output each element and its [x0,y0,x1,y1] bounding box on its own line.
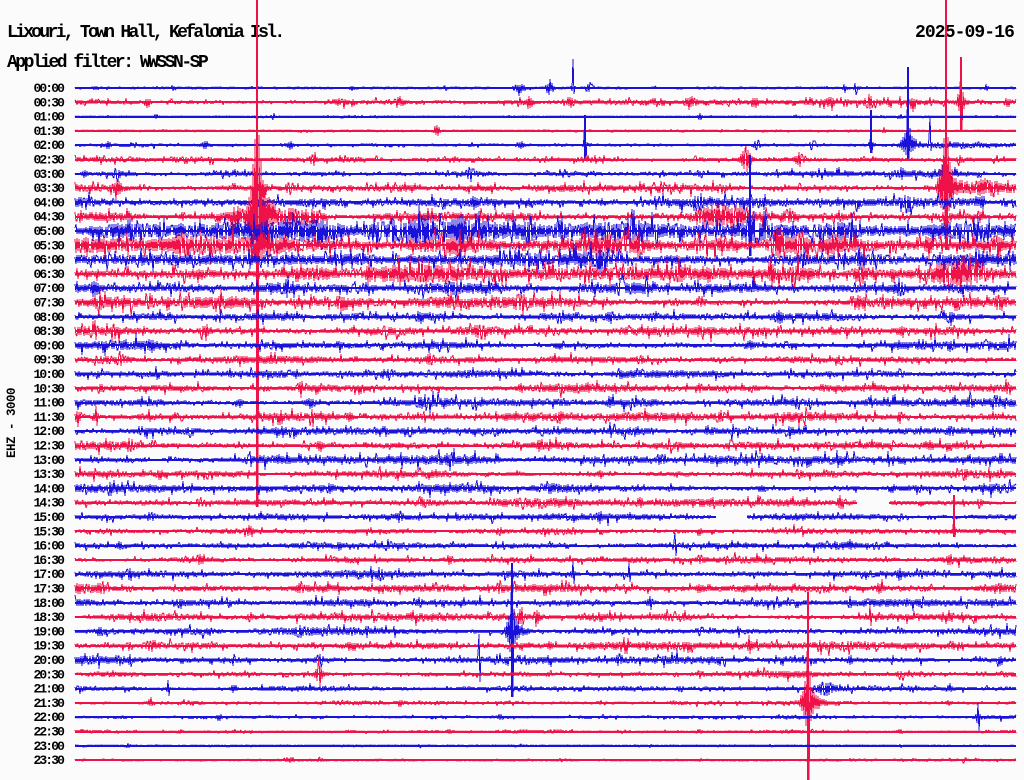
svg-text:21:00: 21:00 [34,682,66,697]
svg-text:12:00: 12:00 [34,424,66,439]
svg-text:06:30: 06:30 [34,267,66,282]
svg-text:03:30: 03:30 [34,181,66,196]
svg-text:16:30: 16:30 [34,553,66,568]
svg-text:07:30: 07:30 [34,296,66,311]
svg-text:01:30: 01:30 [34,124,66,139]
svg-text:20:00: 20:00 [34,653,66,668]
svg-text:07:00: 07:00 [34,281,66,296]
svg-text:11:00: 11:00 [34,396,66,411]
svg-text:2025-09-16: 2025-09-16 [915,23,1014,43]
svg-text:09:30: 09:30 [34,353,66,368]
svg-text:04:30: 04:30 [34,210,66,225]
svg-text:04:00: 04:00 [34,195,66,210]
svg-text:05:00: 05:00 [34,224,66,239]
svg-text:23:00: 23:00 [34,739,66,754]
svg-text:15:00: 15:00 [34,510,66,525]
svg-text:18:30: 18:30 [34,610,66,625]
svg-text:13:00: 13:00 [34,453,66,468]
svg-text:01:00: 01:00 [34,110,66,125]
svg-text:00:30: 00:30 [34,95,66,110]
svg-text:14:30: 14:30 [34,496,66,511]
svg-text:Applied filter: WWSSN-SP: Applied filter: WWSSN-SP [7,53,209,73]
svg-text:06:00: 06:00 [34,253,66,268]
svg-text:16:00: 16:00 [34,539,66,554]
svg-text:11:30: 11:30 [34,410,66,425]
svg-text:08:30: 08:30 [34,324,66,339]
svg-text:14:00: 14:00 [34,481,66,496]
svg-text:19:30: 19:30 [34,639,66,654]
svg-text:21:30: 21:30 [34,696,66,711]
svg-text:17:00: 17:00 [34,567,66,582]
svg-text:23:30: 23:30 [34,753,66,768]
svg-text:17:30: 17:30 [34,582,66,597]
svg-text:EHZ - 3000: EHZ - 3000 [5,388,19,458]
svg-text:13:30: 13:30 [34,467,66,482]
svg-text:22:30: 22:30 [34,725,66,740]
svg-text:02:00: 02:00 [34,138,66,153]
svg-text:15:30: 15:30 [34,524,66,539]
svg-text:05:30: 05:30 [34,238,66,253]
svg-text:02:30: 02:30 [34,153,66,168]
svg-text:19:00: 19:00 [34,624,66,639]
svg-text:09:00: 09:00 [34,338,66,353]
svg-text:20:30: 20:30 [34,667,66,682]
svg-text:18:00: 18:00 [34,596,66,611]
svg-text:10:00: 10:00 [34,367,66,382]
svg-text:10:30: 10:30 [34,381,66,396]
svg-text:22:00: 22:00 [34,710,66,725]
svg-text:Lixouri, Town Hall, Kefalonia: Lixouri, Town Hall, Kefalonia Isl. [7,23,282,43]
svg-text:08:00: 08:00 [34,310,66,325]
svg-text:00:00: 00:00 [34,81,66,96]
svg-text:03:00: 03:00 [34,167,66,182]
svg-text:12:30: 12:30 [34,439,66,454]
